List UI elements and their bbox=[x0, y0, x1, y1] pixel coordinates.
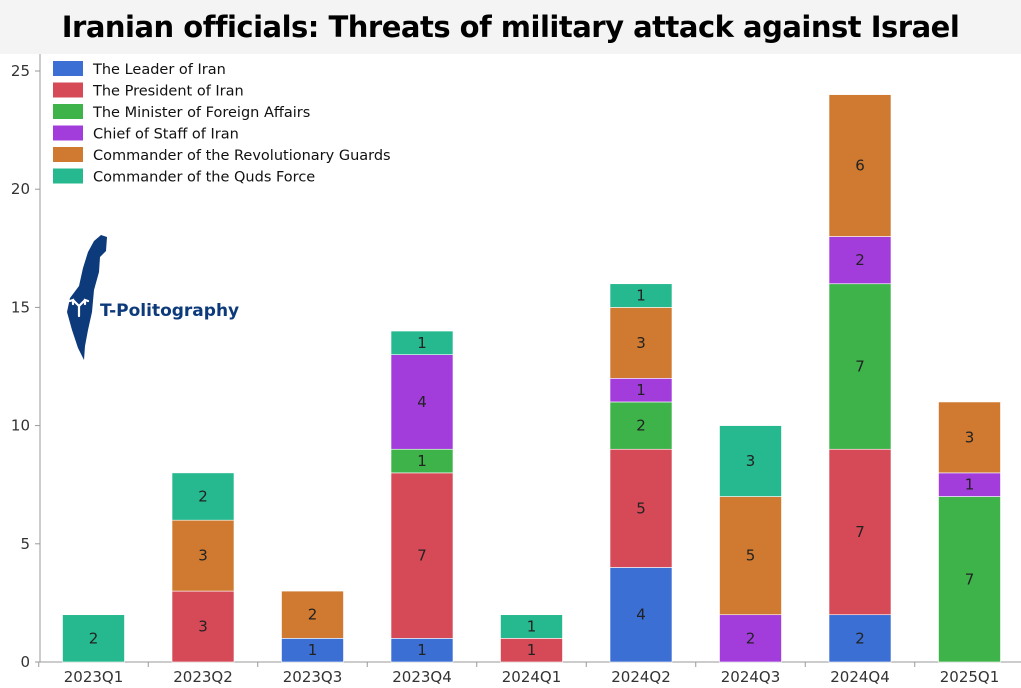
data-label: 1 bbox=[417, 641, 427, 659]
data-label: 2 bbox=[636, 417, 646, 435]
data-label: 1 bbox=[417, 452, 427, 470]
data-label: 2 bbox=[746, 629, 756, 647]
legend-swatch bbox=[53, 125, 83, 141]
bar-segment bbox=[609, 307, 673, 379]
y-tick-label: 15 bbox=[11, 298, 30, 316]
legend-swatch bbox=[53, 168, 83, 184]
bar-segment bbox=[719, 614, 782, 663]
bar-segment bbox=[609, 283, 673, 308]
plot-panel: 0 5 10 15 20 25 2023Q1 2023Q2 2023Q3 2023Q4 2024Q1… bbox=[0, 54, 1021, 688]
data-label: 1 bbox=[417, 334, 427, 352]
data-label: 2 bbox=[855, 251, 865, 269]
legend-swatch bbox=[53, 147, 83, 162]
bar-segment bbox=[500, 614, 563, 639]
x-tick-label: 2023Q3 bbox=[283, 668, 343, 686]
data-label: 4 bbox=[417, 393, 427, 411]
legend: The Leader of Iran The President of Iran T… bbox=[53, 61, 391, 186]
x-tick-label: 2024Q2 bbox=[611, 668, 671, 686]
x-tick-label: 2024Q3 bbox=[721, 668, 781, 686]
bar-segment bbox=[719, 496, 782, 616]
data-label: 7 bbox=[417, 547, 427, 565]
data-label: 3 bbox=[198, 618, 208, 636]
bar-segment bbox=[828, 283, 892, 450]
bar-segment bbox=[171, 519, 235, 592]
data-label: 7 bbox=[965, 570, 975, 588]
data-label: 3 bbox=[198, 547, 208, 565]
bar-segment bbox=[828, 236, 892, 285]
bar-segment bbox=[609, 401, 673, 450]
bars: 2 3 3 2 1 2 1 7 1 4 1 1 1 4 5 2 1 3 1 2 5 3 2 7 7 2 6 7 1 3 bbox=[62, 94, 1001, 663]
legend-label: Commander of the Quds Force bbox=[93, 170, 315, 186]
data-label: 1 bbox=[965, 476, 975, 494]
bar-segment bbox=[609, 567, 673, 663]
bar-segment bbox=[719, 425, 782, 497]
data-label: 1 bbox=[636, 287, 646, 305]
legend-label: Chief of Staff of Iran bbox=[93, 127, 239, 143]
data-label: 2 bbox=[855, 629, 865, 647]
data-label: 1 bbox=[527, 618, 537, 636]
logo-text: T-Politography bbox=[100, 301, 239, 321]
bar-segment bbox=[390, 472, 454, 639]
israel-map-icon bbox=[67, 235, 107, 360]
y-tick-label: 5 bbox=[20, 535, 30, 553]
y-tick-label: 25 bbox=[11, 62, 30, 80]
data-label: 1 bbox=[636, 381, 646, 399]
data-label: 4 bbox=[636, 606, 646, 624]
legend-swatch bbox=[53, 61, 83, 76]
x-tick-label: 2025Q1 bbox=[940, 668, 1000, 686]
x-tick-label: 2023Q4 bbox=[392, 668, 452, 686]
data-label: 7 bbox=[855, 523, 865, 541]
data-label: 2 bbox=[198, 488, 208, 506]
data-label: 3 bbox=[746, 452, 756, 470]
bar-segment bbox=[281, 590, 344, 639]
chart-title: Iranian officials: Threats of military a… bbox=[61, 10, 960, 44]
y-tick-label: 0 bbox=[20, 653, 30, 671]
legend-label: The Leader of Iran bbox=[92, 62, 226, 78]
legend-swatch bbox=[53, 82, 83, 98]
data-label: 5 bbox=[746, 547, 756, 565]
bar-segment bbox=[938, 401, 1001, 474]
bar-segment bbox=[390, 330, 454, 355]
legend-label: Commander of the Revolutionary Guards bbox=[93, 148, 391, 164]
bar-segment bbox=[828, 448, 892, 616]
y-tick-label: 20 bbox=[11, 180, 30, 198]
bar-segment bbox=[828, 94, 892, 237]
bar-segment bbox=[171, 590, 235, 663]
bar-segment bbox=[171, 472, 235, 521]
data-label: 3 bbox=[636, 334, 646, 352]
bar-segment bbox=[62, 614, 125, 663]
data-label: 3 bbox=[965, 428, 975, 446]
bar-segment bbox=[390, 354, 454, 450]
x-tick-label: 2024Q1 bbox=[502, 668, 562, 686]
bar-segment bbox=[828, 614, 892, 663]
bar-segment bbox=[609, 448, 673, 568]
legend-label: The Minister of Foreign Affairs bbox=[92, 105, 310, 121]
data-label: 2 bbox=[89, 629, 99, 647]
y-tick-label: 10 bbox=[11, 417, 30, 435]
x-tick-label: 2023Q1 bbox=[64, 668, 124, 686]
data-label: 1 bbox=[527, 641, 537, 659]
data-label: 1 bbox=[308, 641, 318, 659]
fork-arrow-icon bbox=[68, 298, 90, 318]
title-bar: Iranian officials: Threats of military a… bbox=[0, 0, 1021, 54]
data-label: 2 bbox=[308, 606, 318, 624]
data-label: 5 bbox=[636, 499, 646, 517]
data-label: 6 bbox=[855, 157, 865, 175]
data-label: 7 bbox=[855, 358, 865, 376]
x-tick-label: 2024Q4 bbox=[830, 668, 890, 686]
legend-label: The President of Iran bbox=[92, 84, 244, 100]
logo: T-Politography bbox=[67, 235, 239, 360]
x-tick-label: 2023Q2 bbox=[173, 668, 233, 686]
legend-swatch bbox=[53, 104, 83, 119]
